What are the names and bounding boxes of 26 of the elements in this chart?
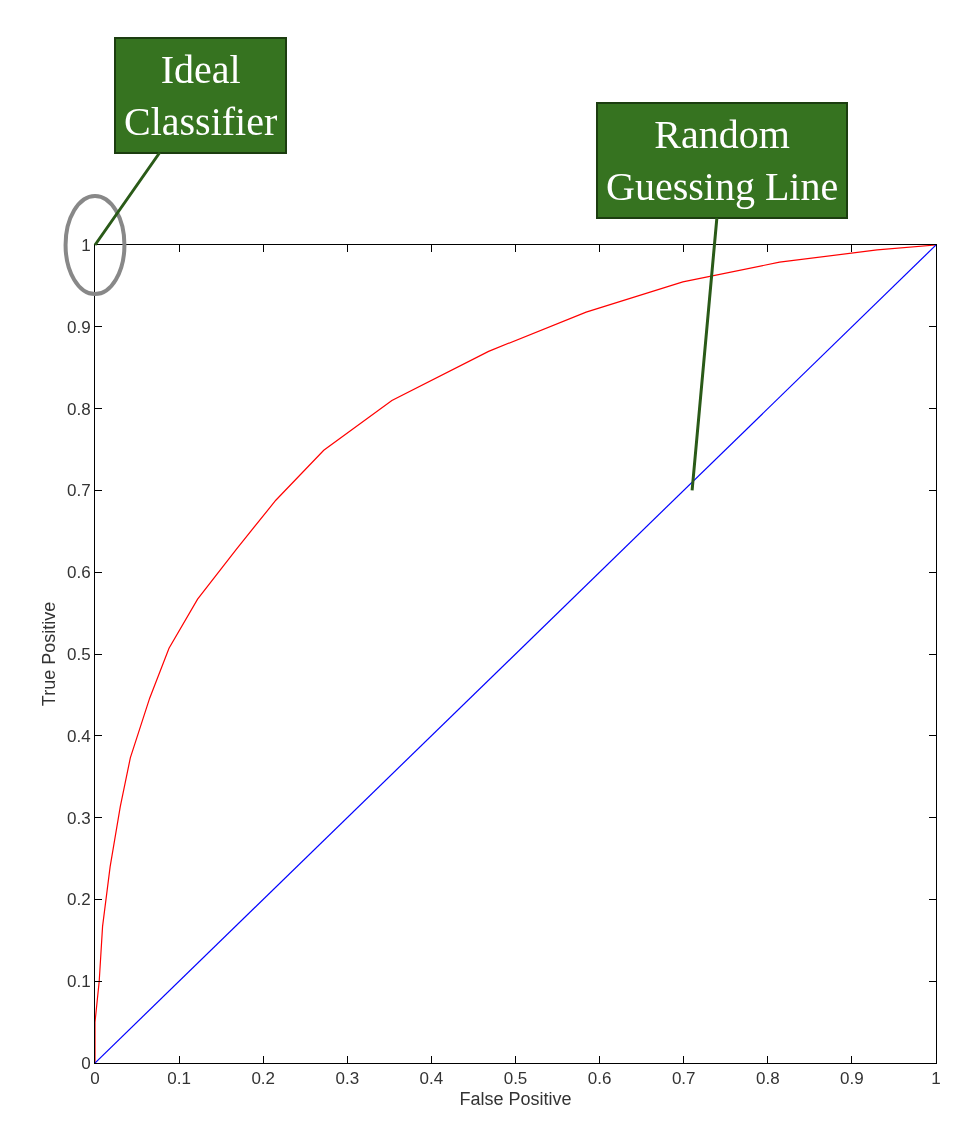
x-tick-label: 0.6 — [587, 1069, 612, 1089]
y-tick-label: 0.7 — [66, 481, 91, 501]
x-tick-label: 0.8 — [755, 1069, 780, 1089]
x-tick-label: 0.3 — [335, 1069, 360, 1089]
y-tick-label: 1 — [81, 235, 91, 255]
x-tick-label: 0.4 — [419, 1069, 444, 1089]
y-axis-title: True Positive — [39, 601, 60, 707]
x-tick-label: 0.9 — [840, 1069, 864, 1089]
text: Random Guessing Line — [606, 112, 839, 209]
x-axis-title: False Positive — [459, 1088, 572, 1109]
y-tick-label: 0.5 — [66, 644, 91, 664]
x-tick-label: 0.5 — [503, 1069, 528, 1089]
y-tick-label: 0 — [81, 1053, 91, 1073]
text: Ideal Classifier — [124, 47, 278, 144]
x-tick-label: 0.7 — [671, 1069, 696, 1089]
x-tick-label: 0.1 — [167, 1069, 191, 1089]
y-tick-label: 0.4 — [66, 726, 91, 746]
y-tick-label: 0.8 — [66, 399, 91, 419]
y-tick-label: 0.2 — [66, 890, 91, 910]
y-tick-label: 0.1 — [66, 972, 91, 992]
y-tick-label: 0.6 — [66, 563, 91, 583]
y-tick-label: 0.9 — [66, 317, 91, 337]
y-tick-label: 0.3 — [66, 808, 91, 828]
line-series — [95, 245, 936, 1063]
x-tick-label: 1 — [931, 1069, 941, 1089]
x-tick-label: 0.2 — [251, 1069, 276, 1089]
